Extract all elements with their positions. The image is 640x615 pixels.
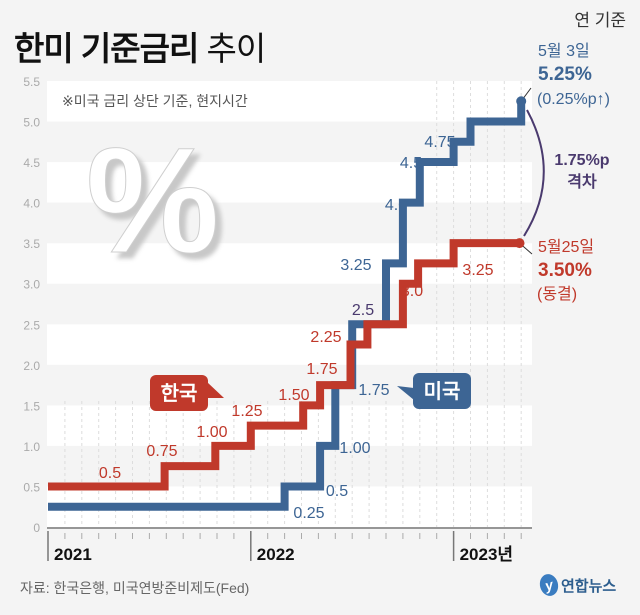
y-tick-label: 5.5 — [23, 75, 40, 89]
us-callout-box — [413, 373, 471, 409]
us-end-change: (0.25%p↑) — [537, 91, 610, 108]
korea-end-change: (동결) — [537, 285, 577, 303]
y-tick-label: 3.0 — [23, 278, 40, 292]
us-rate-line — [48, 101, 526, 511]
source-text: 자료: 한국은행, 미국연방준비제도(Fed) — [20, 580, 250, 596]
us-value-label: 1.75 — [358, 382, 389, 399]
us-end-date: 5월 3일 — [538, 42, 590, 60]
gap-label: 격차 — [567, 173, 597, 191]
us-value-label: 2.5 — [352, 302, 374, 319]
y-tick-label: 0 — [33, 521, 40, 535]
y-tick-label: 3.5 — [23, 237, 40, 251]
title-bold: 한미 기준금리 — [14, 30, 199, 67]
logo-icon: y — [537, 572, 561, 598]
y-tick-label: 5.0 — [23, 116, 40, 130]
y-tick-label: 4.0 — [23, 197, 40, 211]
korea-value-label: 1.50 — [278, 387, 309, 404]
y-tick-label: 2.0 — [23, 359, 40, 373]
chart-note: ※미국 금리 상단 기준, 현지시간 — [62, 93, 248, 109]
gap-bracket — [523, 109, 545, 237]
grid-band — [47, 283, 532, 325]
unit-label: 연 기준 — [574, 11, 626, 30]
us-value-label: 3.25 — [340, 257, 371, 274]
x-tick-label: 2021 — [54, 545, 92, 564]
korea-value-label: 3.0 — [401, 283, 423, 300]
us-callout-pointer — [397, 386, 414, 400]
korea-rate-line — [48, 239, 520, 491]
korea-value-label: 0.5 — [99, 465, 121, 482]
korea-value-label: 1.25 — [231, 403, 262, 420]
percent-decoration-icon: % — [86, 116, 219, 284]
grid-band — [47, 324, 532, 365]
us-end-value: 5.25% — [538, 64, 592, 85]
y-tick-label: 1.5 — [23, 399, 40, 413]
y-tick-label: 4.5 — [23, 156, 40, 170]
korea-callout-pointer — [207, 382, 224, 398]
us-value-label: 0.25 — [293, 505, 324, 522]
us-value-label: 1.00 — [339, 440, 370, 457]
us-end-point — [516, 96, 527, 107]
grid-band — [47, 445, 532, 487]
korea-value-label: 0.75 — [146, 443, 177, 460]
yonhap-logo: y 연합뉴스 — [537, 572, 617, 598]
grid-band — [47, 202, 532, 244]
korea-end-date: 5월25일 — [538, 238, 594, 256]
korea-value-label: 1.00 — [196, 424, 227, 441]
x-tick-label: 2022 — [257, 545, 295, 564]
x-tick-label: 2023년 — [460, 545, 513, 564]
y-tick-label: 2.5 — [23, 318, 40, 332]
y-tick-label: 0.5 — [23, 480, 40, 494]
korea-value-label: 2.25 — [310, 329, 341, 346]
korea-callout-box — [150, 375, 208, 411]
grid-band — [47, 80, 532, 122]
grid-band — [47, 162, 532, 203]
y-tick-label: 1.0 — [23, 440, 40, 454]
us-callout-label: 미국 — [424, 380, 461, 403]
korea-end-point — [514, 238, 525, 249]
title-light: 추이 — [206, 30, 267, 67]
logo-text: 연합뉴스 — [561, 577, 617, 595]
korea-value-label: 1.75 — [306, 361, 337, 378]
page-title: 한미 기준금리 추이 — [14, 22, 267, 70]
gap-value: 1.75%p — [554, 152, 609, 169]
us-value-label: 4.75 — [424, 134, 455, 151]
korea-end-value: 3.50% — [538, 260, 592, 281]
us-value-label: 0.5 — [326, 483, 348, 500]
us-value-label: 4.5 — [400, 155, 422, 172]
korea-callout-label: 한국 — [161, 382, 198, 405]
korea-value-label: 3.25 — [462, 262, 493, 279]
us-value-label: 4.0 — [385, 197, 407, 214]
